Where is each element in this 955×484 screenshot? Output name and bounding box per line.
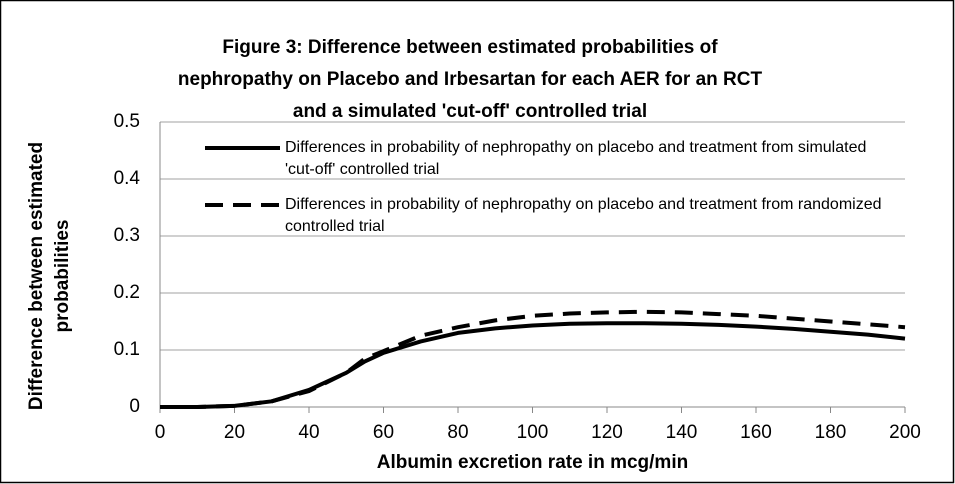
x-tick-label: 60 <box>373 422 394 443</box>
legend-label: Differences in probability of nephropath… <box>285 139 867 178</box>
x-tick-label: 200 <box>889 422 921 443</box>
x-tick-label: 0 <box>155 422 166 443</box>
x-tick-label: 180 <box>815 422 847 443</box>
series-line <box>160 321 906 409</box>
x-tick-label: 100 <box>517 422 549 443</box>
y-tick-label: 0.4 <box>114 168 141 189</box>
y-tick-label: 0.1 <box>114 339 140 360</box>
x-axis-label: Albumin excretion rate in mcg/min <box>376 452 689 473</box>
x-tick-label: 40 <box>298 422 319 443</box>
x-tick-label: 140 <box>666 422 698 443</box>
y-tick-label: 0.2 <box>114 282 140 303</box>
chart-title: nephropathy on Placebo and Irbesartan fo… <box>178 69 763 90</box>
chart-title: and a simulated 'cut-off' controlled tri… <box>293 101 647 122</box>
x-tick-label: 20 <box>224 422 245 443</box>
x-tick-label: 160 <box>740 422 772 443</box>
y-axis-label: Difference between estimated probabiliti… <box>26 141 73 411</box>
chart-title: Figure 3: Difference between estimated p… <box>222 37 718 58</box>
y-tick-label: 0.3 <box>114 225 140 246</box>
y-tick-label: 0 <box>129 396 140 417</box>
x-tick-label: 120 <box>591 422 623 443</box>
x-tick-label: 80 <box>447 422 468 443</box>
legend-label: Differences in probability of nephropath… <box>285 196 882 235</box>
y-tick-label: 0.5 <box>114 111 140 132</box>
series-line <box>160 309 906 409</box>
